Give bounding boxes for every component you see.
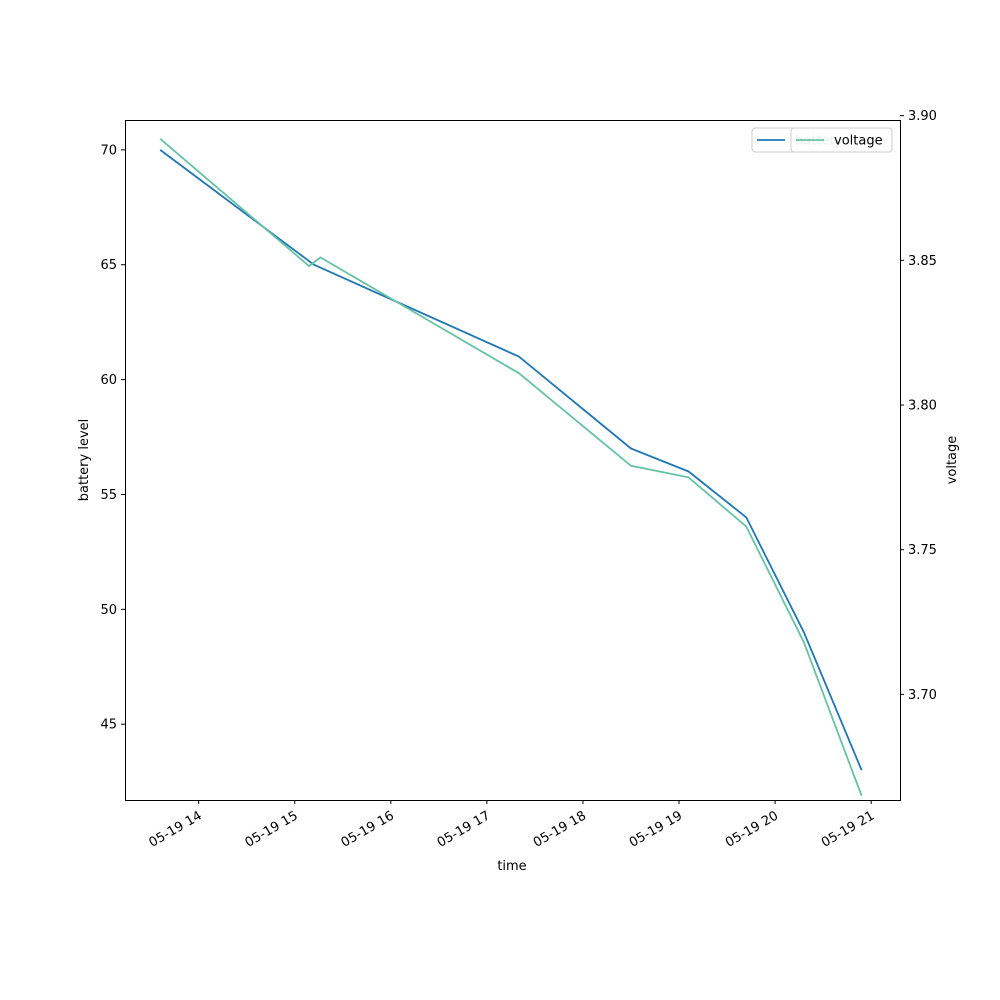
plot-frame xyxy=(125,120,901,801)
x-tick-label: 05-19 20 xyxy=(723,808,781,850)
y-tick-label: 65 xyxy=(100,258,117,273)
x-tick-label: 05-19 15 xyxy=(243,808,301,850)
series-line-battery xyxy=(159,149,863,771)
y2-tick-label: 3.85 xyxy=(908,254,937,269)
x-axis-label: time xyxy=(497,859,526,874)
series-line-voltage xyxy=(159,138,863,797)
y2-tick-label: 3.80 xyxy=(908,399,937,414)
x-tick-label: 05-19 14 xyxy=(147,808,205,850)
x-axis: 05-19 14 05-19 15 05-19 16 05-19 17 05-19 18… xyxy=(147,800,877,851)
x-tick-label: 05-19 21 xyxy=(819,808,877,850)
y-tick-label: 55 xyxy=(100,488,117,503)
y2-tick-label: 3.90 xyxy=(908,109,937,124)
legend: batteryvoltage xyxy=(751,127,893,153)
y2-axis-label: voltage xyxy=(945,436,960,485)
y2-tick-label: 3.70 xyxy=(908,688,937,703)
y-tick-label: 50 xyxy=(100,603,117,618)
y-tick-label: 70 xyxy=(100,143,117,158)
legend-voltage-frame xyxy=(790,127,893,153)
x-tick-label: 05-19 19 xyxy=(627,808,685,850)
x-tick-label: 05-19 17 xyxy=(435,808,493,850)
y-axis-label: battery level xyxy=(77,419,92,502)
series-layer xyxy=(159,138,863,797)
x-tick-label: 05-19 18 xyxy=(531,808,589,850)
y-tick-label: 45 xyxy=(100,718,117,733)
legend-voltage-label: voltage xyxy=(834,134,883,149)
y-axis-left: 45 50 55 60 65 70 xyxy=(100,143,125,733)
y-tick-label: 60 xyxy=(100,373,117,388)
y-axis-right: 3.70 3.75 3.80 3.85 3.90 xyxy=(900,109,937,703)
y2-tick-label: 3.75 xyxy=(908,543,937,558)
x-tick-label: 05-19 16 xyxy=(339,808,397,850)
